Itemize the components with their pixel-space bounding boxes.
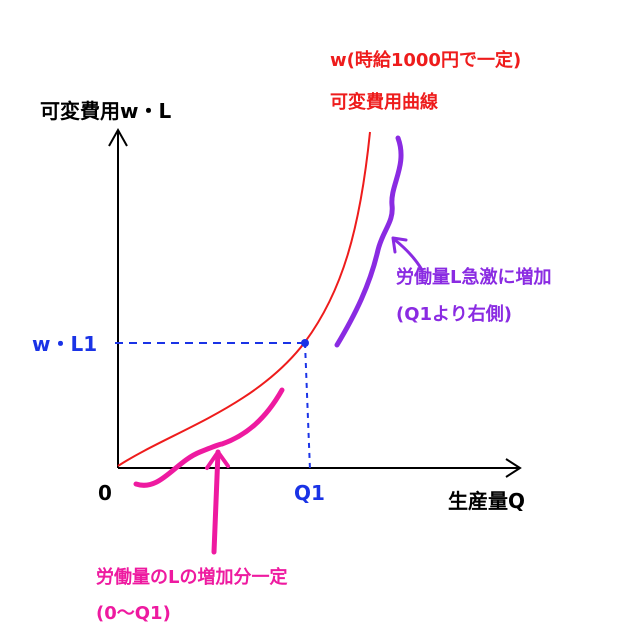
x-axis-arrow (505, 458, 522, 478)
purple-arrow-head (391, 236, 408, 254)
right-note-line2: (Q1より右側) (396, 303, 512, 325)
pink-arrow-shaft (211, 449, 221, 555)
q1-label: Q1 (294, 481, 325, 505)
q1-guide-line (304, 342, 311, 471)
y-axis-label: 可変費用w・L (40, 99, 171, 123)
x-axis-label: 生産量Q (448, 489, 525, 513)
curve-title-line2: 可変費用曲線 (330, 91, 438, 113)
pink-wavy-line (133, 387, 285, 488)
purple-arrow-shaft (393, 238, 424, 272)
y-axis-arrow (108, 127, 128, 147)
q1-point (301, 339, 309, 347)
wl1-label: w・L1 (32, 332, 97, 356)
left-note-line1: 労働量のLの増加分一定 (96, 566, 287, 588)
curve-title-line1: w(時給1000円で一定) (330, 49, 521, 71)
pink-arrow-head (205, 450, 230, 470)
variable-cost-curve (117, 131, 371, 467)
origin-label: 0 (98, 481, 112, 505)
right-note-line1: 労働量L急激に増加 (396, 266, 551, 288)
purple-wavy-line (334, 135, 404, 348)
left-note-line2: (0〜Q1) (96, 603, 171, 624)
